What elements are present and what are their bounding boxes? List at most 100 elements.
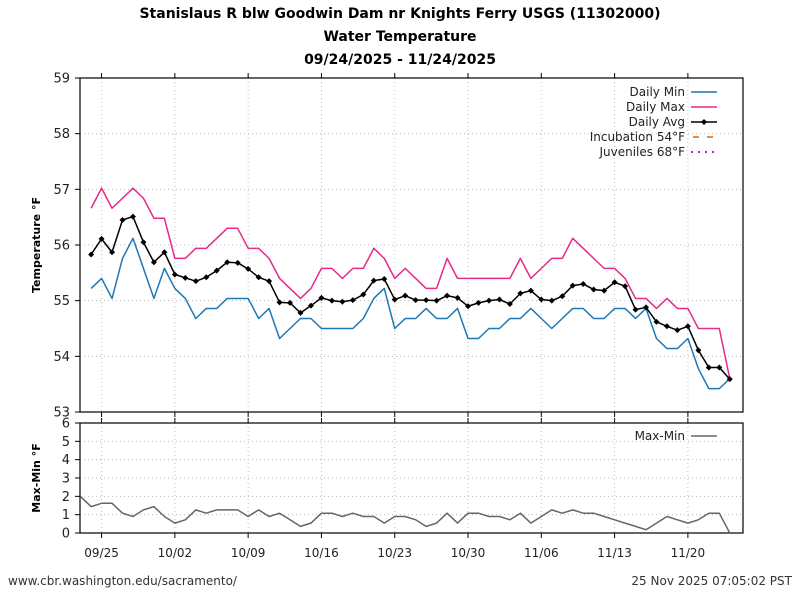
x-tick-label: 10/23	[377, 546, 412, 560]
data-point-daily-avg	[161, 249, 168, 256]
y-axis-label: Max-Min °F	[30, 443, 43, 512]
data-point-daily-avg	[307, 302, 314, 309]
y-tick-label: 6	[62, 417, 70, 432]
data-point-daily-avg	[705, 364, 712, 371]
legend-label: Daily Max	[626, 100, 685, 114]
data-point-daily-avg	[360, 291, 367, 298]
y-tick-label: 3	[62, 472, 70, 487]
data-point-daily-avg	[370, 277, 377, 284]
legend-label: Incubation 54°F	[590, 130, 685, 144]
data-point-daily-avg	[339, 298, 346, 305]
data-point-daily-avg	[255, 274, 262, 281]
data-point-daily-avg	[150, 259, 157, 266]
data-point-daily-avg	[632, 306, 639, 313]
y-tick-label: 54	[53, 350, 70, 365]
data-point-daily-avg	[444, 292, 451, 299]
data-point-daily-avg	[580, 280, 587, 287]
x-tick-label: 10/16	[304, 546, 339, 560]
data-point-daily-avg	[517, 290, 524, 297]
x-tick-label: 11/20	[671, 546, 706, 560]
x-tick-label: 11/13	[597, 546, 632, 560]
data-point-daily-avg	[590, 286, 597, 293]
data-point-daily-avg	[716, 364, 723, 371]
data-point-daily-avg	[506, 301, 513, 308]
legend-marker	[701, 119, 707, 125]
data-point-daily-avg	[485, 297, 492, 304]
data-point-daily-avg	[548, 297, 555, 304]
data-point-daily-avg	[266, 278, 273, 285]
data-point-daily-avg	[349, 297, 356, 304]
chart-title-site: Stanislaus R blw Goodwin Dam nr Knights …	[139, 6, 661, 22]
data-point-daily-avg	[381, 275, 388, 282]
x-tick-label: 10/30	[451, 546, 486, 560]
data-point-daily-avg	[224, 259, 231, 266]
data-point-daily-avg	[391, 296, 398, 303]
data-point-daily-avg	[454, 294, 461, 301]
data-point-daily-avg	[684, 323, 691, 330]
data-point-daily-avg	[726, 376, 733, 383]
data-point-daily-avg	[182, 274, 189, 281]
y-tick-label: 55	[53, 294, 70, 309]
data-point-daily-avg	[318, 294, 325, 301]
series-line-max-min	[80, 496, 731, 534]
range-panel: 0 1 2 3 4 5 6 09/25 10/02 10/09 10/16 10/23 10/30 11/…	[30, 417, 744, 560]
data-point-daily-avg	[423, 297, 430, 304]
x-tick-label: 11/06	[524, 546, 559, 560]
data-point-daily-avg	[538, 296, 545, 303]
data-point-daily-avg	[527, 287, 534, 294]
y-tick-label: 4	[62, 453, 70, 468]
legend-label: Daily Min	[630, 85, 685, 99]
y-axis-label: Temperature °F	[30, 197, 43, 293]
data-point-daily-avg	[203, 274, 210, 281]
data-point-daily-avg	[402, 292, 409, 299]
x-tick-label: 10/09	[231, 546, 266, 560]
y-tick-label: 59	[53, 72, 70, 87]
source-url: www.cbr.washington.edu/sacramento/	[8, 574, 237, 588]
series-line-daily-max	[90, 187, 731, 379]
data-point-daily-avg	[140, 239, 147, 246]
data-point-daily-avg	[559, 293, 566, 300]
chart-title-daterange: 09/24/2025 - 11/24/2025	[304, 52, 496, 68]
data-point-daily-avg	[653, 318, 660, 325]
y-tick-label: 2	[62, 490, 70, 505]
data-point-daily-avg	[663, 323, 670, 330]
data-point-daily-avg	[611, 279, 618, 286]
x-tick-label: 09/25	[84, 546, 119, 560]
series-line-daily-avg	[90, 215, 731, 380]
y-tick-label: 5	[62, 435, 70, 450]
data-point-daily-avg	[643, 304, 650, 311]
data-point-daily-avg	[98, 235, 105, 242]
data-point-daily-avg	[287, 299, 294, 306]
series-line-daily-min	[90, 237, 731, 390]
data-point-daily-avg	[433, 297, 440, 304]
data-point-daily-avg	[475, 299, 482, 306]
legend-label: Juveniles 68°F	[598, 145, 685, 159]
y-tick-label: 57	[53, 183, 70, 198]
data-point-daily-avg	[129, 213, 136, 220]
data-point-daily-avg	[674, 327, 681, 334]
y-tick-label: 53	[53, 406, 70, 421]
data-point-daily-avg	[119, 216, 126, 223]
data-point-daily-avg	[496, 296, 503, 303]
data-point-daily-avg	[328, 297, 335, 304]
data-point-daily-avg	[234, 259, 241, 266]
data-point-daily-avg	[465, 303, 472, 310]
data-point-daily-avg	[171, 271, 178, 278]
y-tick-label: 58	[53, 127, 70, 142]
y-tick-label: 0	[62, 527, 70, 542]
data-point-daily-avg	[695, 347, 702, 354]
generated-timestamp: 25 Nov 2025 07:05:02 PST	[631, 574, 792, 588]
data-point-daily-avg	[601, 287, 608, 294]
data-point-daily-avg	[88, 251, 95, 258]
data-point-daily-avg	[245, 265, 252, 272]
chart-title-parameter: Water Temperature	[323, 29, 477, 45]
data-point-daily-avg	[569, 282, 576, 289]
data-point-daily-avg	[622, 283, 629, 290]
data-point-daily-avg	[297, 309, 304, 316]
data-point-daily-avg	[192, 278, 199, 285]
legend-label: Daily Avg	[629, 115, 685, 129]
data-point-daily-avg	[276, 299, 283, 306]
y-tick-label: 56	[53, 239, 70, 254]
